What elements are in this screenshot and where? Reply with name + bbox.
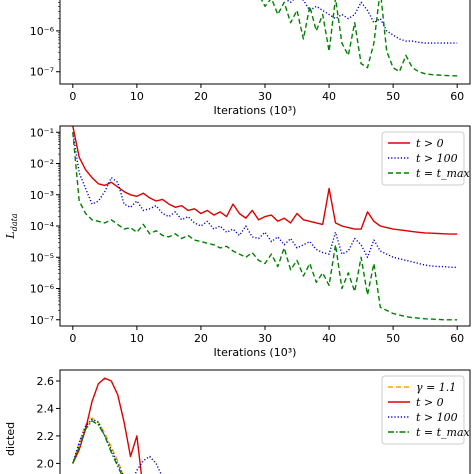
series-line-1: [72, 417, 124, 474]
x-tick-label: 60: [450, 332, 464, 345]
panel-top: 0 10 20 30 40 50 60 Iterations (10³) 10⁻⁶ 10⁻⁷: [30, 0, 471, 117]
series-line-1: [285, 0, 458, 44]
x-tick-label: 50: [386, 90, 400, 103]
x-tick-label: 50: [386, 332, 400, 345]
y-tick-label: 10⁻⁷: [30, 314, 54, 327]
legend: t > 0 t > 100 t = t_max: [381, 131, 471, 186]
y-tick-label: 10⁻³: [30, 189, 54, 202]
series-group: [72, 126, 458, 321]
legend-entry: t = t_max: [416, 426, 471, 439]
plot-frame: [59, 369, 471, 474]
y-tick-label: 10⁻²: [30, 158, 54, 171]
x-tick-label: 20: [194, 90, 208, 103]
y-tick-label: 2.2: [37, 430, 55, 443]
y-axis-label: dicted: [4, 422, 17, 456]
x-axis-label: Iterations (10³): [214, 346, 297, 359]
x-tick-label: 40: [322, 90, 336, 103]
x-tick-label: 0: [69, 332, 76, 345]
series-group: [260, 0, 458, 77]
legend-entry: t > 100: [416, 152, 458, 165]
series-line-2: [260, 0, 458, 77]
legend-entry: t > 0: [416, 396, 444, 409]
legend-box: [381, 131, 465, 186]
series-line-4: [72, 420, 123, 474]
y-tick-label: 2.6: [37, 375, 55, 388]
legend: γ = 1.1 t > 0 t > 100 t = t_max: [381, 375, 471, 445]
x-tick-label: 30: [258, 90, 272, 103]
y-axis-label: Ldata: [4, 213, 19, 239]
legend-entry: γ = 1.1: [416, 381, 456, 394]
panel-middle: 0 10 20 30 40 50 60 Iterations (10³) 10⁻¹ 10⁻² 10⁻…: [4, 125, 471, 359]
plot-frame: [59, 0, 471, 85]
x-tick-label: 10: [130, 90, 144, 103]
y-tick-label: 10⁻¹: [30, 126, 54, 139]
series-line-2: [72, 377, 143, 474]
x-tick-label: 60: [450, 90, 464, 103]
legend-box: [381, 375, 465, 445]
panel-bottom: 2.0 2.2 2.4 2.6 dicted γ = 1.1 t > 0 t > 100 t =…: [4, 369, 471, 474]
series-line-1: [72, 126, 458, 235]
y-tick-label: 10⁻⁶: [30, 25, 55, 38]
x-tick-label: 40: [322, 332, 336, 345]
y-tick-label: 10⁻⁵: [30, 251, 54, 264]
y-tick-label: 10⁻⁶: [30, 283, 55, 296]
y-tick-label: 10⁻⁴: [30, 220, 55, 233]
y-tick-label: 2.4: [37, 402, 55, 415]
legend-entry: t > 100: [416, 411, 458, 424]
legend-entry: t > 0: [416, 137, 444, 150]
series-group: [72, 377, 162, 474]
y-tick-label: 2.0: [37, 457, 55, 470]
legend-entry: t = t_max: [416, 167, 471, 180]
x-tick-label: 10: [130, 332, 144, 345]
x-tick-label: 30: [258, 332, 272, 345]
y-tick-label: 10⁻⁷: [30, 66, 54, 79]
x-axis-label: Iterations (10³): [214, 104, 297, 117]
x-tick-label: 20: [194, 332, 208, 345]
series-line-3: [72, 132, 458, 321]
x-tick-label: 0: [69, 90, 76, 103]
